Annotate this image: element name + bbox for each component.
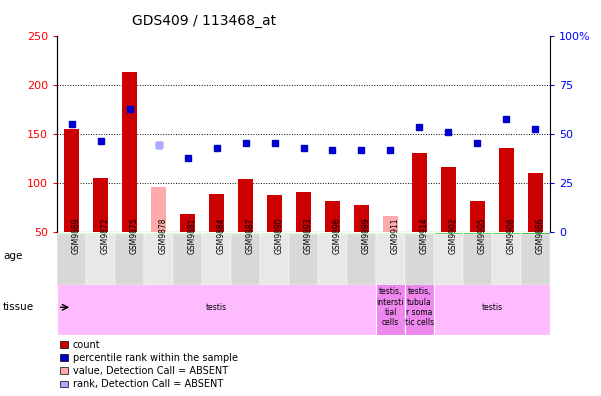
- Bar: [470, 201, 484, 232]
- Text: GSM9911: GSM9911: [391, 217, 400, 254]
- Text: tissue: tissue: [3, 302, 34, 312]
- Text: GSM9899: GSM9899: [361, 217, 370, 254]
- Bar: [202, 232, 260, 279]
- Bar: [318, 234, 347, 285]
- Bar: [347, 232, 376, 279]
- Bar: [93, 178, 108, 232]
- Bar: [57, 232, 144, 279]
- Bar: [434, 232, 463, 279]
- Text: 21
day: 21 day: [440, 246, 457, 265]
- Text: 1 day: 1 day: [88, 251, 113, 260]
- Text: testis: testis: [481, 303, 502, 312]
- Bar: [376, 280, 405, 335]
- Bar: [383, 216, 398, 232]
- Bar: [492, 234, 521, 285]
- Text: count: count: [73, 339, 100, 350]
- Text: GSM9884: GSM9884: [216, 217, 225, 254]
- Text: GSM9908: GSM9908: [507, 217, 516, 254]
- Bar: [521, 234, 550, 285]
- Text: testis: testis: [206, 303, 227, 312]
- Bar: [463, 232, 492, 279]
- Text: GSM9875: GSM9875: [130, 217, 139, 254]
- Bar: [354, 205, 369, 232]
- Text: GSM9896: GSM9896: [332, 217, 341, 254]
- Bar: [499, 148, 514, 232]
- Text: rank, Detection Call = ABSENT: rank, Detection Call = ABSENT: [73, 379, 223, 389]
- Bar: [238, 179, 253, 232]
- Bar: [325, 201, 340, 232]
- Bar: [318, 232, 347, 279]
- Text: 14
day: 14 day: [324, 246, 341, 265]
- Text: 11 day: 11 day: [273, 251, 305, 260]
- Bar: [260, 232, 318, 279]
- Bar: [434, 280, 550, 335]
- Bar: [151, 187, 166, 232]
- Bar: [289, 234, 318, 285]
- Bar: [86, 234, 115, 285]
- Bar: [180, 214, 195, 232]
- Bar: [260, 234, 289, 285]
- Text: 26
day: 26 day: [469, 246, 486, 265]
- Text: GSM9881: GSM9881: [188, 217, 197, 254]
- Bar: [57, 234, 86, 285]
- Bar: [376, 234, 405, 285]
- Bar: [115, 234, 144, 285]
- Bar: [347, 234, 376, 285]
- Text: GSM9866: GSM9866: [535, 217, 545, 254]
- Bar: [231, 234, 260, 285]
- Text: GSM9902: GSM9902: [448, 217, 457, 254]
- Text: GSM9869: GSM9869: [72, 217, 81, 254]
- Text: 8 day: 8 day: [218, 251, 243, 260]
- Text: GSM9887: GSM9887: [246, 217, 255, 254]
- Bar: [434, 234, 463, 285]
- Text: age: age: [3, 251, 22, 261]
- Bar: [144, 232, 202, 279]
- Text: 18
day: 18 day: [353, 246, 370, 265]
- Bar: [296, 192, 311, 232]
- Text: 19 day: 19 day: [389, 251, 421, 260]
- Text: GSM9914: GSM9914: [419, 217, 429, 254]
- Bar: [376, 232, 434, 279]
- Text: testis,
tubula
r soma
tic cells: testis, tubula r soma tic cells: [405, 287, 434, 327]
- Bar: [405, 280, 434, 335]
- Bar: [528, 173, 543, 232]
- Text: GDS409 / 113468_at: GDS409 / 113468_at: [132, 14, 276, 28]
- Bar: [405, 234, 434, 285]
- Bar: [202, 234, 231, 285]
- Text: GSM9872: GSM9872: [100, 217, 109, 254]
- Text: testis,
intersti
tial
cells: testis, intersti tial cells: [377, 287, 404, 327]
- Bar: [173, 234, 202, 285]
- Bar: [64, 129, 79, 232]
- Bar: [521, 232, 550, 279]
- Text: 4 day: 4 day: [160, 251, 186, 260]
- Text: GSM9905: GSM9905: [477, 217, 486, 254]
- Bar: [492, 232, 521, 279]
- Bar: [463, 234, 492, 285]
- Text: percentile rank within the sample: percentile rank within the sample: [73, 352, 238, 363]
- Bar: [267, 195, 282, 232]
- Text: adult: adult: [524, 251, 547, 260]
- Bar: [209, 194, 224, 232]
- Text: 29
day: 29 day: [498, 246, 514, 265]
- Bar: [441, 167, 456, 232]
- Text: value, Detection Call = ABSENT: value, Detection Call = ABSENT: [73, 366, 228, 376]
- Text: GSM9893: GSM9893: [304, 217, 313, 254]
- Bar: [57, 280, 376, 335]
- Bar: [144, 234, 173, 285]
- Text: GSM9878: GSM9878: [159, 217, 168, 254]
- Bar: [123, 72, 137, 232]
- Bar: [412, 153, 427, 232]
- Text: GSM9890: GSM9890: [275, 217, 284, 254]
